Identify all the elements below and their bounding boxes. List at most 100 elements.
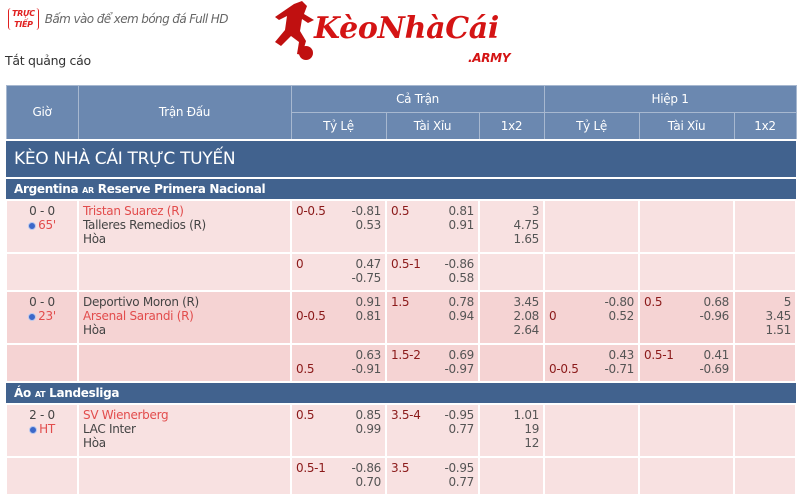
x12-value[interactable]: 12 — [524, 435, 540, 450]
odds-value[interactable]: 0.81 — [355, 308, 381, 323]
ft-handicap-cell[interactable]: 0-0.5 -0.81 0.53 — [290, 198, 387, 254]
match-teams[interactable]: SV Wienerberg LAC Inter Hòa — [77, 402, 292, 458]
handicap-line[interactable]: 3.5-4 — [391, 407, 421, 422]
handicap-line[interactable]: 0 — [296, 256, 304, 271]
x12-value[interactable]: 1.65 — [513, 231, 540, 246]
odds-value[interactable]: 0.91 — [448, 217, 474, 232]
odds-value[interactable]: 0.78 — [448, 294, 474, 309]
ft-handicap-cell[interactable]: 0.5 0.85 0.99 — [290, 402, 387, 458]
ht-over-under-cell[interactable]: 0.5 0.68 -0.96 — [638, 289, 736, 345]
x12-value[interactable]: 1.51 — [765, 322, 792, 337]
x12-value[interactable]: 5 — [783, 294, 792, 309]
odds-value[interactable]: -0.81 — [351, 203, 381, 218]
site-logo[interactable]: KèoNhàCái .ARMY — [272, 0, 537, 64]
ft-handicap-cell[interactable]: 0-0.5 0.91 0.81 — [290, 289, 387, 345]
odds-value[interactable]: 0.85 — [355, 407, 381, 422]
odds-value[interactable]: -0.86 — [351, 460, 381, 475]
x12-value[interactable]: 3.45 — [513, 294, 540, 309]
handicap-line[interactable]: 0.5 — [644, 294, 663, 309]
handicap-line[interactable]: 0.5-1 — [644, 347, 674, 362]
odds-value[interactable]: 0.47 — [355, 256, 381, 271]
odds-value[interactable]: 0.58 — [448, 270, 474, 285]
ft-handicap-cell[interactable]: 0.5-1 -0.86 0.70 — [290, 455, 387, 496]
live-stream-link[interactable]: TRỰC TIẾP Bấm vào để xem bóng đá Full HD — [8, 8, 228, 30]
home-team[interactable]: Deportivo Moron (R) — [83, 294, 199, 309]
ht-over-under-cell[interactable]: 0.5-1 0.41 -0.69 — [638, 342, 736, 383]
odds-value[interactable]: 0.94 — [448, 308, 474, 323]
handicap-line[interactable]: 0 — [549, 308, 557, 323]
league-header[interactable]: Argentina AR Reserve Primera Nacional — [6, 177, 797, 200]
odds-value[interactable]: -0.80 — [604, 294, 635, 309]
odds-value[interactable]: 0.81 — [448, 203, 474, 218]
ht-handicap-cell[interactable]: 0 -0.80 0.52 — [543, 289, 641, 345]
odds-value[interactable]: 0.52 — [608, 308, 635, 323]
odds-pair: 0 0.47 -0.75 — [296, 257, 381, 285]
handicap-line[interactable]: 1.5 — [391, 294, 410, 309]
league-name[interactable]: Argentina AR Reserve Primera Nacional — [6, 177, 797, 200]
x12-value[interactable]: 2.64 — [513, 322, 540, 337]
league-name[interactable]: Áo AT Landesliga — [6, 381, 797, 404]
match-score: 0 - 0 — [29, 203, 55, 218]
odds-value[interactable]: -0.95 — [444, 460, 474, 475]
handicap-line[interactable]: 1.5-2 — [391, 347, 421, 362]
odds-value[interactable]: 0.53 — [355, 217, 381, 232]
away-team[interactable]: LAC Inter — [83, 421, 136, 436]
odds-value[interactable]: 0.41 — [703, 347, 730, 362]
ft-over-under-cell[interactable]: 1.5 0.78 0.94 — [385, 289, 480, 345]
odds-value[interactable]: -0.95 — [444, 407, 474, 422]
ft-handicap-cell[interactable]: 0 0.47 -0.75 — [290, 251, 387, 292]
x12-value[interactable]: 3 — [531, 203, 540, 218]
x12-value[interactable]: 4.75 — [513, 217, 540, 232]
odds-value[interactable]: 0.63 — [355, 347, 381, 362]
odds-value[interactable]: 0.68 — [703, 294, 730, 309]
odds-value[interactable]: 0.69 — [448, 347, 474, 362]
odds-value[interactable]: -0.96 — [699, 308, 730, 323]
handicap-line[interactable]: 0-0.5 — [296, 203, 326, 218]
ft-over-under-cell[interactable]: 0.5-1 -0.86 0.58 — [385, 251, 480, 292]
odds-value[interactable]: 0.91 — [355, 294, 381, 309]
odds-value[interactable]: -0.75 — [351, 270, 381, 285]
x12-value[interactable]: 19 — [524, 421, 540, 436]
ht-handicap-cell[interactable]: 0-0.5 0.43 -0.71 — [543, 342, 641, 383]
ft-over-under-cell[interactable]: 0.5 0.81 0.91 — [385, 198, 480, 254]
odds-value[interactable]: 0.43 — [608, 347, 635, 362]
x12-value[interactable]: 2.08 — [513, 308, 540, 323]
ft-over-under-cell[interactable]: 1.5-2 0.69 -0.97 — [385, 342, 480, 383]
league-header[interactable]: Áo AT Landesliga — [6, 381, 797, 404]
match-teams[interactable]: Deportivo Moron (R) Arsenal Sarandi (R) Hò… — [77, 289, 292, 345]
x12-value[interactable]: 3.45 — [765, 308, 792, 323]
ft-handicap-cell[interactable]: 0.5 0.63 -0.91 — [290, 342, 387, 383]
odds-value[interactable]: -0.71 — [604, 361, 635, 376]
ht-1x2-cell[interactable]: 5 3.45 1.51 — [733, 289, 798, 345]
match-teams[interactable]: Tristan Suarez (R) Talleres Remedios (R) H… — [77, 198, 292, 254]
x12-value[interactable]: 1.01 — [513, 407, 540, 422]
handicap-line[interactable]: 0.5 — [391, 203, 410, 218]
handicap-line[interactable]: 3.5 — [391, 460, 410, 475]
ft-over-under-cell[interactable]: 3.5 -0.95 0.77 — [385, 455, 480, 496]
handicap-line[interactable]: 0.5 — [296, 361, 315, 376]
odds-value[interactable]: -0.86 — [444, 256, 474, 271]
handicap-line[interactable]: 0-0.5 — [549, 361, 579, 376]
odds-value[interactable]: 0.70 — [355, 474, 381, 489]
ft-1x2-cell[interactable]: 3 4.75 1.65 — [477, 198, 546, 254]
away-team[interactable]: Talleres Remedios (R) — [83, 217, 206, 232]
ft-1x2-cell[interactable]: 3.45 2.08 2.64 — [477, 289, 546, 345]
home-team[interactable]: SV Wienerberg — [83, 407, 169, 422]
home-team[interactable]: Tristan Suarez (R) — [83, 203, 184, 218]
odds-value[interactable]: -0.97 — [444, 361, 474, 376]
handicap-line[interactable]: 0.5-1 — [296, 460, 326, 475]
col-ft-handicap: Tỷ Lệ — [290, 112, 387, 140]
hide-ads-link[interactable]: Tắt quảng cáo — [5, 53, 91, 68]
ft-1x2-cell[interactable]: 1.01 19 12 — [477, 402, 546, 458]
odds-value[interactable]: -0.69 — [699, 361, 730, 376]
odds-value[interactable]: 0.77 — [448, 421, 474, 436]
handicap-line[interactable]: 0-0.5 — [296, 308, 326, 323]
handicap-line[interactable]: 0.5 — [296, 407, 315, 422]
odds-value[interactable]: 0.77 — [448, 474, 474, 489]
odds-value[interactable]: 0.99 — [355, 421, 381, 436]
handicap-line[interactable]: 0.5-1 — [391, 256, 421, 271]
odds-value[interactable]: -0.91 — [351, 361, 381, 376]
away-team[interactable]: Arsenal Sarandi (R) — [83, 308, 194, 323]
ft-over-under-cell[interactable]: 3.5-4 -0.95 0.77 — [385, 402, 480, 458]
col-ht-1x2: 1x2 — [733, 112, 797, 140]
